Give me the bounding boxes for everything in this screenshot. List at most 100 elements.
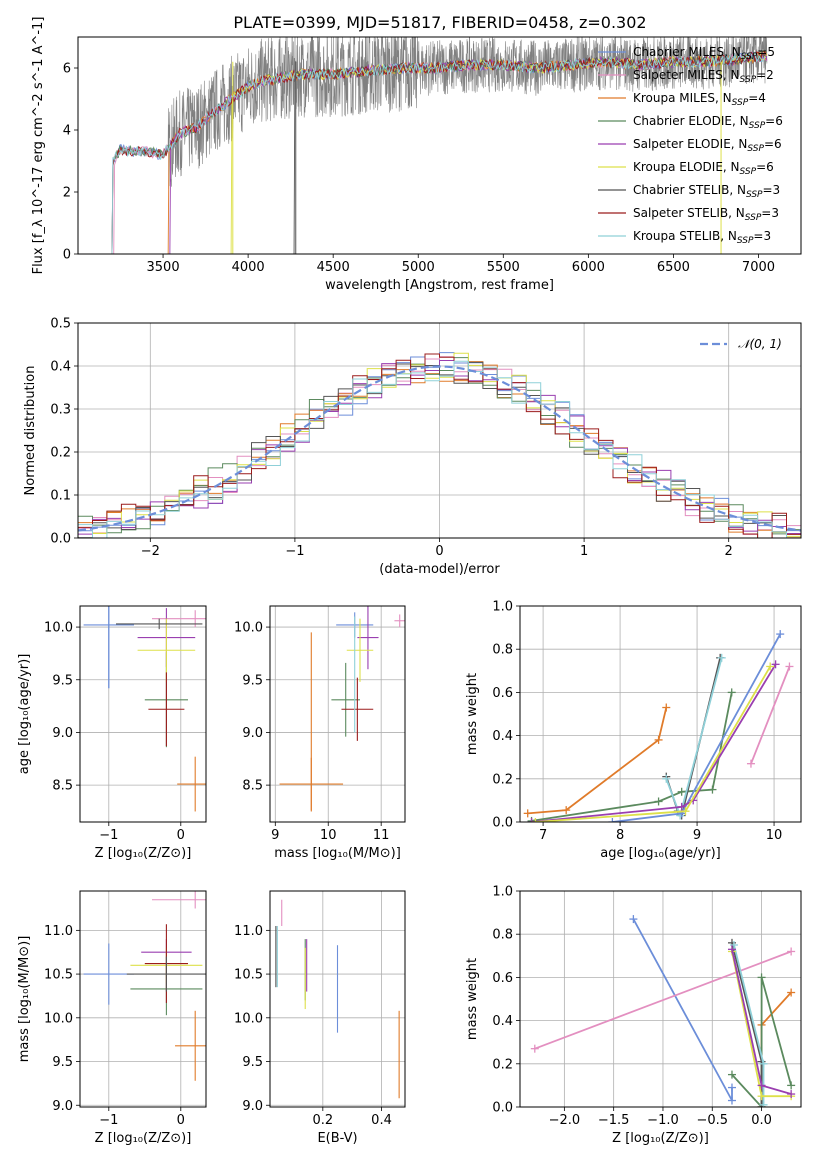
errorbar-salpeter_miles [152,891,206,909]
x-axis-label: age [log₁₀(age/yr)] [600,846,721,861]
series-kroupa_miles [527,707,668,815]
marker-kroupa_elodie [531,818,540,822]
x-tick-label: 11 [373,828,390,843]
legend-entry: Chabrier MILES, NSSP=5 [633,45,775,62]
y-tick-label: 9.5 [52,1055,73,1070]
x-tick-label: 0.4 [371,1113,392,1128]
y-tick-label: 10.0 [234,1011,263,1026]
x-tick-label: 7 [539,828,547,843]
axes-frame [269,605,406,823]
axes-frame [79,605,207,823]
marker-kroupa_stelib [662,774,671,783]
y-tick-label: 9.0 [242,1099,263,1114]
marker-chabrier_elodie [727,688,736,697]
y-tick-label: 0.0 [492,816,513,831]
y-tick-label: 0.0 [492,1101,513,1116]
y-tick-label: 0.4 [492,1014,513,1029]
axes-mass_vs_EBV: 0.2 0.4 9.0 9.5 10.0 10.5 11.0 E(B-V) [234,890,406,1146]
marker-salpeter_elodie [757,1081,766,1090]
errorbar-chabrier_elodie [331,662,360,737]
x-tick-label: −1 [99,828,118,843]
marker-salpeter_miles [787,947,796,956]
x-axis-label: (data-model)/error [379,562,500,577]
spectrum-legend: Chabrier MILES, NSSP=5 Salpeter MILES, NS… [598,45,783,246]
x-tick-label: 9 [271,828,279,843]
x-tick-label: 0.0 [751,1113,772,1128]
axes-spectrum: 3500 4000 4500 5000 5500 6000 6500 7000 0 2 4 6 wave… [31,17,802,293]
marker-kroupa_miles [562,806,571,815]
errorbar-salpeter_miles [394,614,405,628]
x-axis-label: E(B-V) [317,1131,357,1146]
errorbar-salpeter_elodie [357,606,379,670]
errorbar-chabrier_stelib [126,956,206,992]
marker-salpeter_elodie [727,945,736,954]
y-tick-label: 0.5 [50,317,71,332]
marker-kroupa_miles [662,703,671,712]
errorbars-mass_vs_EBV [275,899,400,1099]
axes-age_vs_mass: 9 10 11 8.5 9.0 9.5 10.0 mass [log₁₀(M/M⊙)] [234,605,406,861]
observed-spectrum [111,37,768,254]
grid [80,606,206,822]
marker-kroupa_miles [654,735,663,744]
marker-chabrier_miles [776,630,785,639]
y-tick-label: 10.0 [44,621,73,636]
x-tick-label: 6500 [657,260,690,275]
y-tick-label: 10.5 [234,968,263,983]
axes-frame [519,890,802,1108]
x-tick-label: 5000 [402,260,435,275]
model-kroupa_stelib [111,51,767,254]
series-chabrier_elodie [531,692,733,822]
x-tick-label: 3500 [147,260,180,275]
legend-entry: Salpeter ELODIE, NSSP=6 [633,137,782,154]
legend-entry: Kroupa STELIB, NSSP=3 [633,229,771,246]
axes-massweight_vs_Z: −2.0 −1.5 −1.0 −0.5 0.0 0.0 0.2 0.4 0.6 0.8 1.0 Z [… [465,885,802,1146]
grid [80,891,206,1107]
x-tick-label: −2.0 [549,1113,581,1128]
y-tick-label: 0.3 [50,403,71,418]
axes-mass_vs_Z: −1 0 9.0 9.5 10.0 10.5 11.0 Z [log₁₀(Z/Z⊙)] mass… [17,890,207,1146]
legend-entry: Kroupa ELODIE, NSSP=6 [633,160,774,177]
lines-massweight_vs_Z [530,915,796,1107]
y-tick-label: 8.5 [52,779,73,794]
x-tick-label: −1 [285,544,304,559]
marker-kroupa_miles [523,809,532,818]
y-tick-label: 9.0 [242,726,263,741]
x-tick-label: 10 [766,828,783,843]
y-tick-label: 0.4 [492,729,513,744]
x-tick-label: 2 [725,544,733,559]
y-tick-label: 1.0 [492,885,513,900]
series-chabrier_elodie [731,977,792,1107]
y-tick-label: 0.8 [492,928,513,943]
y-tick-label: 8.5 [242,779,263,794]
marker-salpeter_miles [746,759,755,768]
marker-kroupa_miles [787,988,796,997]
y-tick-label: 2 [63,186,71,201]
axes-frame [79,890,207,1108]
x-axis-label: mass [log₁₀(M/M⊙)] [274,846,401,861]
errorbar-kroupa_miles [175,1010,206,1081]
y-tick-label: 9.5 [242,1055,263,1070]
y-tick-label: 6 [63,62,71,77]
marker-salpeter_elodie [787,1090,796,1099]
axes-age_vs_Z: −1 0 8.5 9.0 9.5 10.0 Z [log₁₀(Z/Z⊙)] age [log₁… [17,605,207,861]
y-tick-label: 0.4 [50,360,71,375]
x-tick-label: 8 [616,828,624,843]
residual-histograms [78,352,801,538]
y-axis-label: mass weight [465,958,480,1040]
errorbar-kroupa_elodie [346,618,374,682]
axes-root: 3500 4000 4500 5000 5500 6000 6500 70000246wave… [17,17,802,1146]
x-tick-label: 0 [177,828,185,843]
y-tick-label: 9.5 [242,673,263,688]
y-axis-label: mass weight [465,673,480,755]
x-axis-label: Z [log₁₀(Z/Z⊙)] [95,846,192,861]
x-tick-label: 5500 [487,260,520,275]
y-axis-label: Flux [f_λ 10^-17 erg cm^-2 s^-1 A^-1] [31,17,46,275]
marker-kroupa_elodie [757,1092,766,1101]
y-tick-label: 0.2 [492,1057,513,1072]
lines-massweight_vs_age [523,630,794,822]
errorbar-salpeter_miles [152,610,206,628]
marker-salpeter_elodie [771,660,780,669]
x-tick-label: 4500 [317,260,350,275]
y-tick-label: 10.0 [234,621,263,636]
y-tick-label: 0.2 [50,446,71,461]
